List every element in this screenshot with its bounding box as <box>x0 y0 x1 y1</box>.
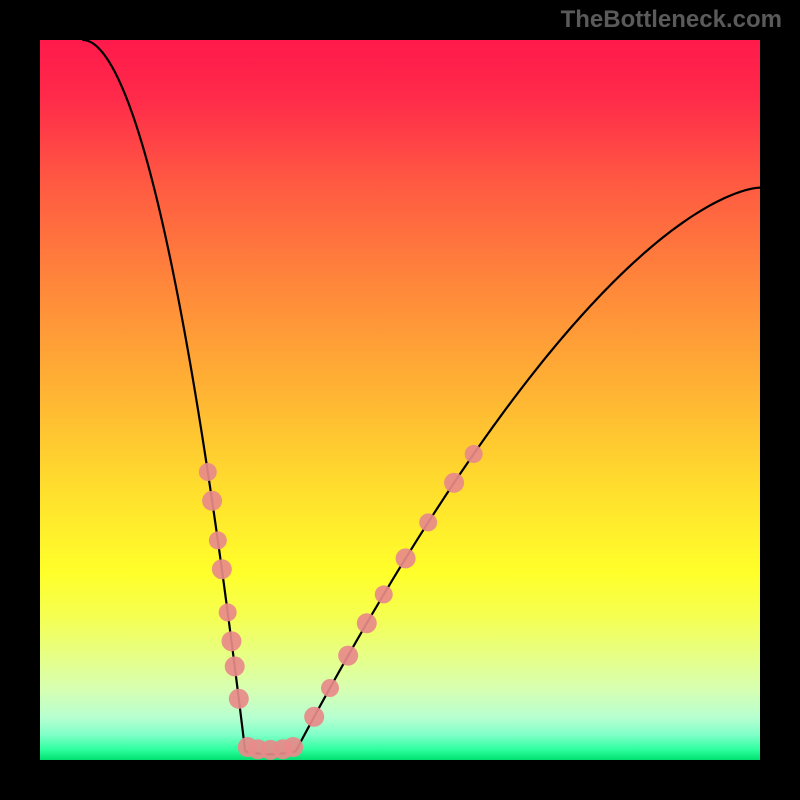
data-marker <box>338 646 358 666</box>
data-marker <box>225 656 245 676</box>
data-marker <box>229 689 249 709</box>
data-marker <box>444 473 464 493</box>
data-marker <box>212 559 232 579</box>
data-marker <box>419 513 437 531</box>
curve-layer <box>0 0 800 800</box>
data-marker <box>199 463 217 481</box>
bottleneck-curve <box>83 40 760 754</box>
chart-stage: TheBottleneck.com <box>0 0 800 800</box>
data-marker <box>357 613 377 633</box>
data-marker <box>221 631 241 651</box>
data-marker <box>304 707 324 727</box>
data-marker <box>219 603 237 621</box>
data-marker <box>375 585 393 603</box>
data-marker <box>465 445 483 463</box>
data-marker <box>283 737 303 757</box>
watermark-text: TheBottleneck.com <box>561 6 782 34</box>
data-marker <box>396 548 416 568</box>
data-marker <box>321 679 339 697</box>
data-marker <box>209 531 227 549</box>
data-marker <box>202 491 222 511</box>
